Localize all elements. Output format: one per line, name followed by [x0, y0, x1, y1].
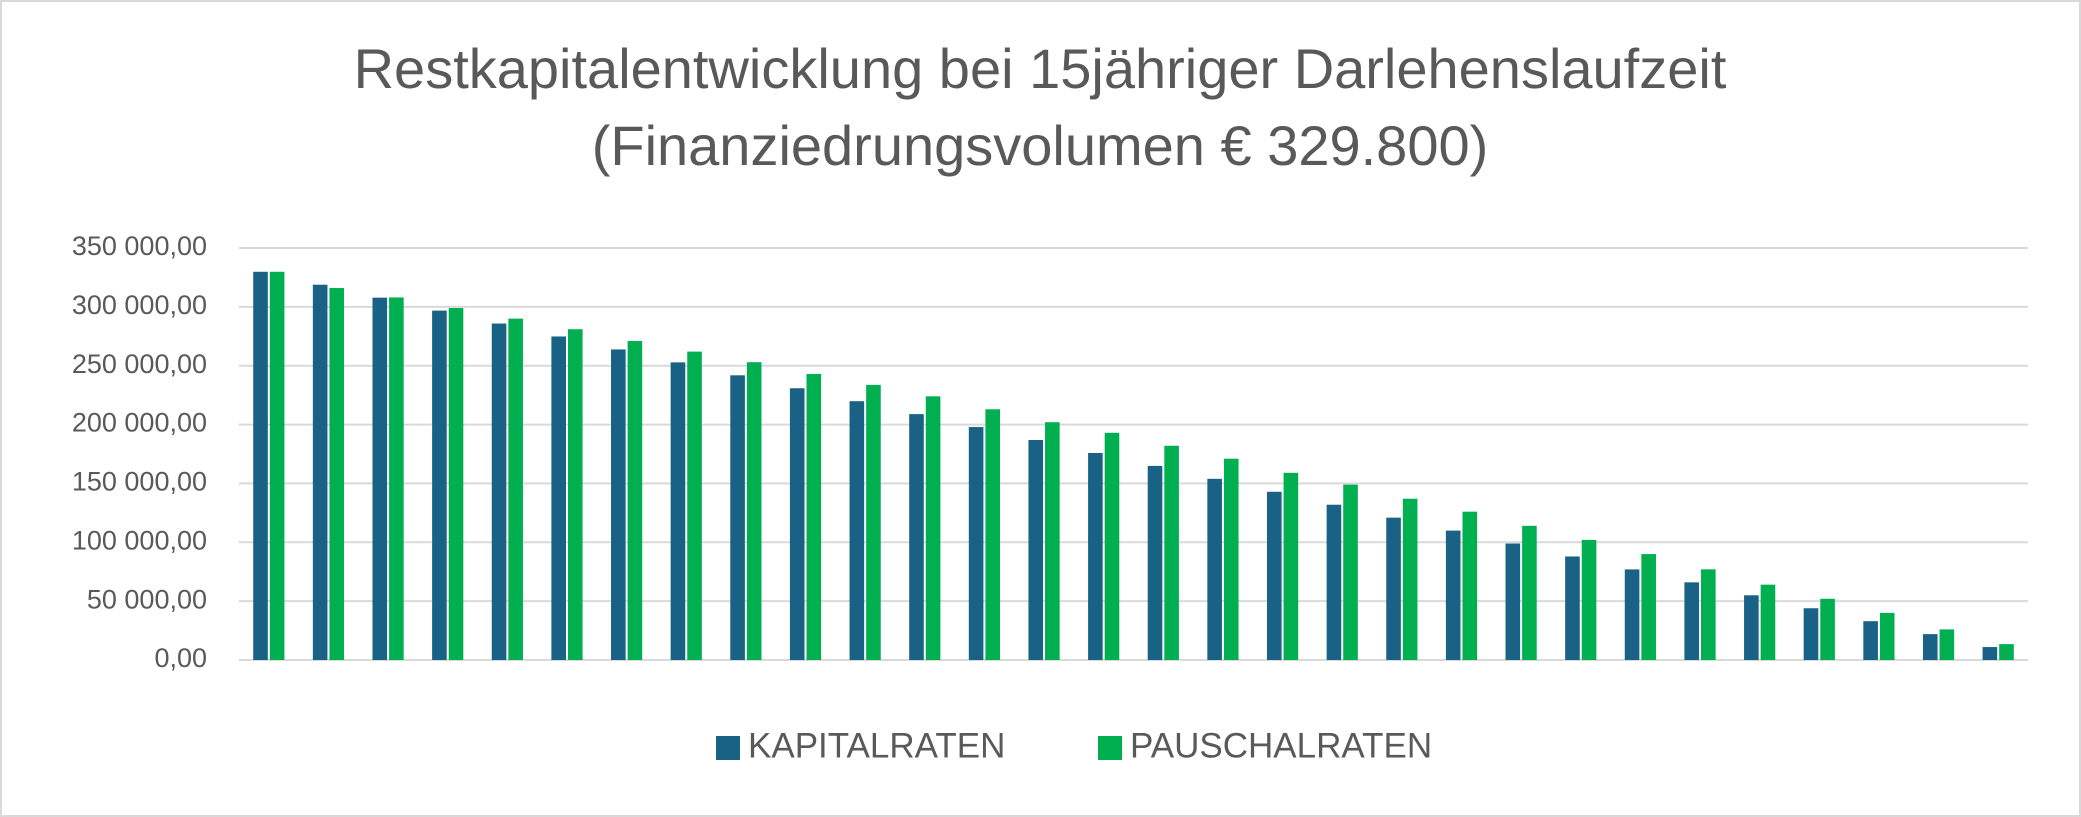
bar	[1028, 440, 1044, 660]
bar	[551, 336, 566, 660]
bar	[1522, 525, 1537, 660]
legend-label: KAPITALRATEN	[748, 726, 1005, 765]
bar	[1266, 491, 1282, 660]
bar	[806, 373, 822, 660]
y-tick-label: 300 000,00	[72, 290, 207, 320]
bar	[253, 271, 268, 660]
y-tick-label: 200 000,00	[72, 408, 207, 438]
bar	[1565, 556, 1580, 660]
legend-marker	[1098, 736, 1122, 760]
bar	[1879, 612, 1895, 660]
bar	[925, 396, 941, 660]
bar	[1624, 569, 1640, 660]
y-tick-label: 0,00	[154, 643, 207, 673]
bar	[1045, 422, 1060, 660]
bar	[1922, 634, 1938, 660]
bar	[1939, 629, 1955, 660]
bar	[849, 401, 865, 660]
bar	[611, 349, 626, 660]
bar	[1207, 478, 1222, 660]
bar	[1505, 543, 1521, 660]
bar	[312, 284, 328, 660]
bar	[1147, 465, 1163, 660]
bar	[746, 362, 762, 660]
y-tick-label: 100 000,00	[72, 525, 207, 555]
legend-label: PAUSCHALRATEN	[1130, 726, 1432, 765]
y-tick-label: 50 000,00	[87, 584, 207, 614]
bar	[909, 414, 924, 660]
bar	[1820, 598, 1835, 660]
bar	[1684, 582, 1700, 660]
bar	[1088, 452, 1103, 660]
bar	[1760, 584, 1776, 660]
bar	[730, 375, 745, 660]
legend-marker	[716, 736, 740, 760]
bar	[1445, 530, 1461, 660]
bar	[1164, 445, 1179, 660]
bar	[1283, 472, 1299, 660]
bar	[508, 318, 523, 660]
y-tick-label: 350 000,00	[72, 231, 207, 261]
bar	[670, 362, 686, 660]
bar	[1744, 595, 1759, 660]
chart-title: Restkapitalentwicklung bei 15jähriger Da…	[354, 37, 1727, 100]
bar	[1982, 647, 1998, 660]
y-tick-label: 250 000,00	[72, 349, 207, 379]
bar	[1863, 621, 1878, 660]
bar	[491, 323, 507, 660]
bar	[1104, 432, 1120, 660]
bar	[1402, 498, 1418, 660]
bar	[269, 271, 285, 660]
bar	[866, 384, 881, 660]
bar	[389, 297, 404, 660]
bar	[1343, 484, 1358, 660]
bar	[1641, 554, 1656, 660]
bar	[789, 388, 805, 660]
bar	[968, 427, 984, 660]
bar	[329, 288, 345, 660]
bar	[432, 310, 447, 660]
bar	[1581, 539, 1597, 660]
bar	[1223, 458, 1239, 660]
bar	[567, 329, 583, 660]
bar	[1326, 504, 1342, 660]
chart-title: (Finanziedrungsvolumen € 329.800)	[592, 114, 1489, 177]
bar	[687, 351, 702, 660]
bar	[448, 308, 464, 660]
bar	[372, 297, 388, 660]
bar	[1386, 517, 1401, 660]
bar	[627, 340, 643, 660]
bar	[985, 409, 1001, 660]
bar	[1701, 569, 1716, 660]
y-tick-label: 150 000,00	[72, 467, 207, 497]
bar	[1462, 511, 1478, 660]
bar	[1803, 608, 1819, 660]
bar	[1999, 644, 2014, 660]
